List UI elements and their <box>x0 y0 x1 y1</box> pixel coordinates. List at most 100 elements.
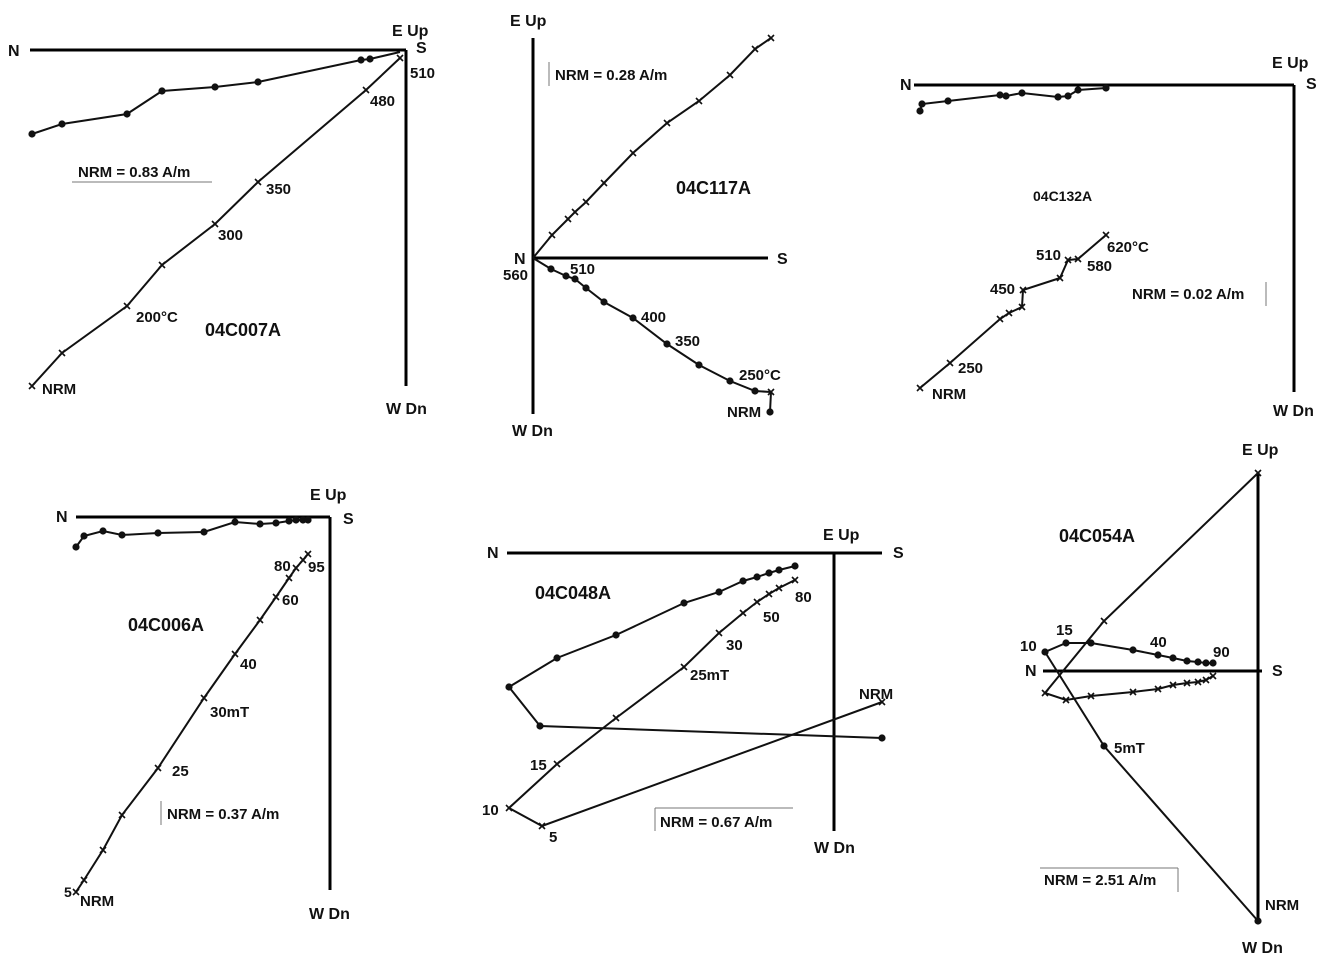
step-label: 5 <box>549 829 557 846</box>
step-label: NRM <box>859 686 893 703</box>
demag-step-dot <box>200 528 208 536</box>
demag-step-dot <box>118 531 126 539</box>
demag-step-cross <box>1183 679 1191 687</box>
step-label: 350 <box>266 181 291 198</box>
demag-step-dot <box>753 573 761 581</box>
demag-step-cross <box>396 54 404 62</box>
demag-step-dot <box>99 527 107 535</box>
demag-step-dot <box>1062 639 1070 647</box>
demag-step-dot <box>751 387 759 395</box>
nrm-intensity-label: NRM = 0.67 A/m <box>654 807 793 831</box>
demag-step-dot <box>1054 93 1062 101</box>
demag-step-cross <box>946 359 954 367</box>
axis-label-top: E Up <box>823 527 860 544</box>
demag-step-cross <box>1041 689 1049 697</box>
demag-step-cross <box>1056 274 1064 282</box>
demag-step-dot <box>366 55 374 63</box>
demag-step-cross <box>582 198 590 206</box>
demag-step-crosses <box>72 550 312 896</box>
demag-step-dot <box>1100 742 1108 750</box>
demag-step-cross <box>362 86 370 94</box>
demag-step-dot <box>775 566 783 574</box>
nrm-intensity-label: NRM = 0.02 A/m <box>1132 282 1267 306</box>
step-label: 40 <box>240 656 257 673</box>
sample-label: 04C054A <box>1059 526 1135 546</box>
demag-step-crosses <box>1041 469 1262 704</box>
demag-step-cross <box>58 349 66 357</box>
demag-step-crosses <box>916 231 1110 392</box>
axis-label-top: E Up <box>392 23 429 40</box>
nrm-intensity-label: NRM = 0.37 A/m <box>160 801 279 825</box>
demag-step-dot <box>739 577 747 585</box>
vertical-projection-path <box>919 234 1107 389</box>
step-label: NRM <box>1265 897 1299 914</box>
demag-step-dot <box>158 87 166 95</box>
demag-step-cross <box>1194 678 1202 686</box>
demag-step-cross <box>299 556 307 564</box>
demag-step-dot <box>254 78 262 86</box>
demag-step-cross <box>1018 303 1026 311</box>
demag-step-cross <box>553 760 561 768</box>
diagram-04C048A: N S E Up W Dn 80 50 30 25mT NRM 15 10 5 … <box>482 527 904 857</box>
demag-step-cross <box>767 388 775 396</box>
sample-label: 04C132A <box>1033 188 1092 204</box>
svg-text:NRM = 0.37 A/m: NRM = 0.37 A/m <box>167 806 279 823</box>
step-label: 30mT <box>210 704 249 721</box>
demag-step-cross <box>254 178 262 186</box>
demag-step-cross <box>663 119 671 127</box>
nrm-intensity-label: NRM = 0.28 A/m <box>548 62 667 86</box>
demag-step-cross <box>1129 688 1137 696</box>
sample-label: 04C117A <box>676 178 751 198</box>
demag-step-dot <box>357 56 365 64</box>
svg-text:NRM = 0.83 A/m: NRM = 0.83 A/m <box>78 164 190 181</box>
step-label: 80 <box>274 558 291 575</box>
demag-step-dot <box>1169 654 1177 662</box>
step-label: 25 <box>172 763 189 780</box>
step-label: 560 <box>503 267 528 284</box>
demag-step-dot <box>80 532 88 540</box>
demag-step-cross <box>505 804 513 812</box>
demag-step-dot <box>28 130 36 138</box>
step-label: 5 <box>64 884 72 900</box>
demag-step-cross <box>158 261 166 269</box>
demag-step-cross <box>751 45 759 53</box>
demag-step-cross <box>28 382 36 390</box>
axis-label-right: S <box>893 545 904 562</box>
sample-label: 04C048A <box>535 583 611 603</box>
axis-label-left: N <box>900 77 912 94</box>
demag-step-dot <box>766 408 774 416</box>
axis-label-bottom: W Dn <box>386 401 427 418</box>
demag-step-dot <box>916 107 924 115</box>
demag-step-cross <box>739 609 747 617</box>
svg-text:NRM = 2.51 A/m: NRM = 2.51 A/m <box>1044 872 1156 889</box>
demag-step-cross <box>775 584 783 592</box>
vertical-projection-path <box>1043 472 1259 702</box>
diagram-04C132A: N S E Up W Dn 620°C 510 580 450 250 NRM … <box>900 55 1317 420</box>
demag-step-dot <box>996 91 1004 99</box>
demag-step-dot <box>1183 657 1191 665</box>
horizontal-projection-path <box>532 257 773 413</box>
demag-step-cross <box>99 846 107 854</box>
demag-step-crosses <box>28 54 404 390</box>
demag-step-cross <box>72 888 80 896</box>
demag-step-cross <box>548 231 556 239</box>
demag-step-dot <box>72 543 80 551</box>
demag-step-dot <box>600 298 608 306</box>
demag-step-dot <box>1018 89 1026 97</box>
demag-step-dots <box>1041 639 1262 925</box>
step-label: 580 <box>1087 258 1112 275</box>
demag-step-cross <box>1005 309 1013 317</box>
sample-label: 04C007A <box>205 320 281 340</box>
step-label: NRM <box>727 404 761 421</box>
demag-step-cross <box>753 598 761 606</box>
demag-step-dot <box>1041 648 1049 656</box>
demag-step-cross <box>612 714 620 722</box>
demag-step-cross <box>726 71 734 79</box>
demag-step-dot <box>536 722 544 730</box>
demag-step-cross <box>256 616 264 624</box>
demag-step-dot <box>726 377 734 385</box>
demag-step-dot <box>663 340 671 348</box>
axis-label-bottom: W Dn <box>1242 940 1283 957</box>
demag-step-dot <box>918 100 926 108</box>
demag-step-cross <box>564 215 572 223</box>
